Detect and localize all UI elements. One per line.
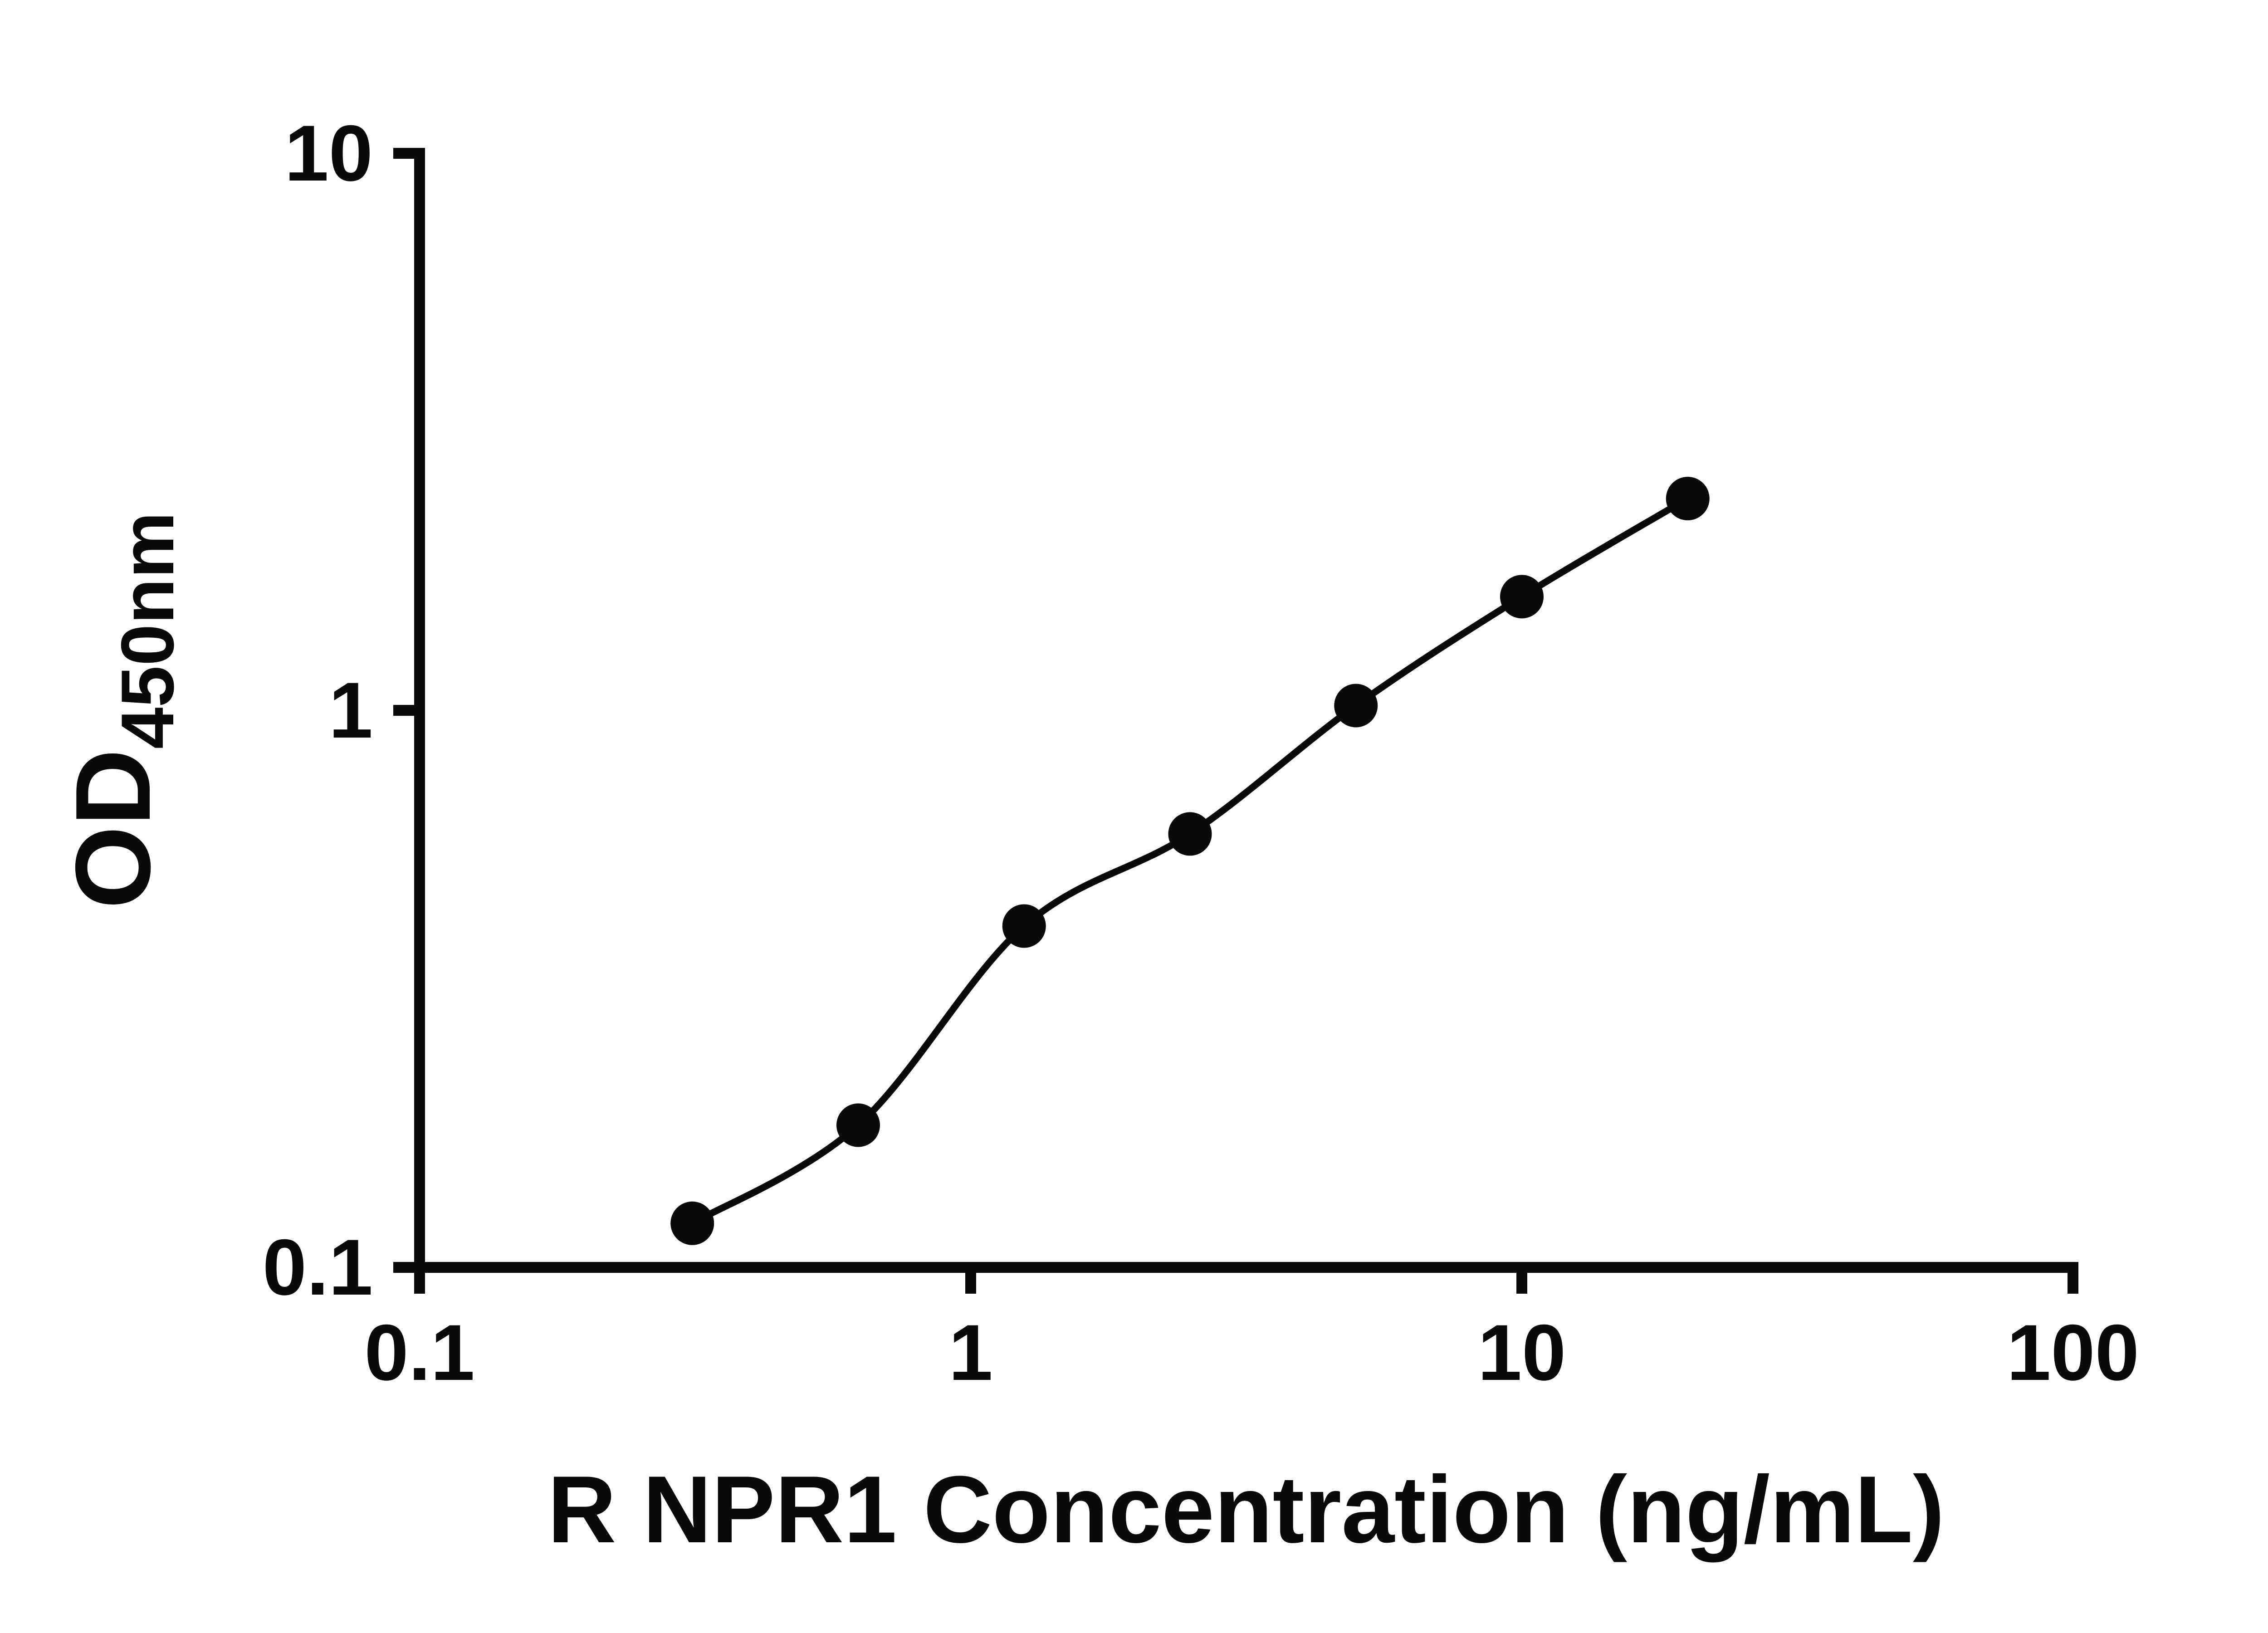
- x-tick-label: 1: [948, 1309, 992, 1397]
- x-axis-title: R NPR1 Concentration (ng/mL): [547, 1456, 1945, 1563]
- data-point: [1500, 575, 1544, 619]
- data-point: [1168, 812, 1212, 856]
- data-point: [836, 1103, 880, 1147]
- x-tick-label: 100: [2007, 1309, 2139, 1397]
- axis-ticks: [393, 148, 2078, 1294]
- y-axis-title-subscript: 450nm: [106, 512, 189, 749]
- axis-tick-labels: 0.1 1 10 100 0.1 1 10: [263, 109, 2139, 1397]
- x-tick-label: 10: [1478, 1309, 1566, 1397]
- y-tick-label: 0.1: [263, 1223, 373, 1312]
- x-tick-label: 0.1: [364, 1309, 474, 1397]
- data-point: [1666, 477, 1710, 521]
- data-point: [1002, 904, 1046, 948]
- y-tick-label: 1: [329, 666, 373, 755]
- y-axis-title: OD450nm: [53, 512, 189, 909]
- y-axis-title-main: OD: [53, 749, 172, 909]
- data-point: [1334, 684, 1378, 728]
- axes: [414, 148, 2078, 1273]
- data-point: [670, 1201, 714, 1245]
- y-tick-label: 10: [284, 109, 373, 198]
- data-series: [670, 477, 1710, 1245]
